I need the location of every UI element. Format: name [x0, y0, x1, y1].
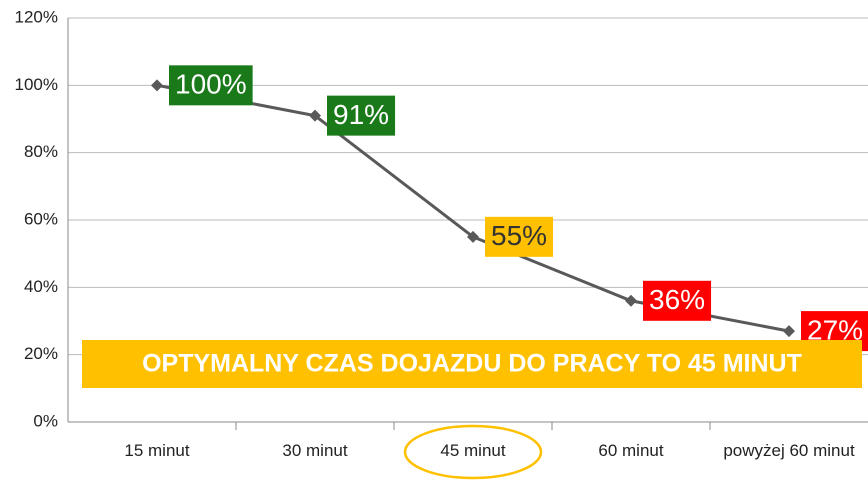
- data-label-text: 100%: [175, 69, 247, 100]
- data-label-box: [643, 280, 712, 321]
- y-tick-label: 40%: [24, 277, 58, 296]
- x-tick-label: 15 minut: [124, 441, 190, 460]
- data-label-text: 91%: [333, 99, 389, 130]
- data-label: 55%: [485, 216, 554, 257]
- data-label-box: [485, 216, 554, 257]
- data-label-text: 36%: [649, 284, 705, 315]
- x-tick-label: 60 minut: [598, 441, 664, 460]
- marker: [151, 79, 163, 92]
- annotation-box: [82, 340, 862, 388]
- data-label: 91%: [327, 95, 396, 136]
- marker: [467, 230, 479, 243]
- marker: [625, 294, 637, 307]
- data-label: 36%: [643, 280, 712, 321]
- y-tick-label: 60%: [24, 209, 58, 228]
- x-tick-label: 30 minut: [282, 441, 348, 460]
- y-tick-label: 20%: [24, 344, 58, 363]
- annotation: OPTYMALNY CZAS DOJAZDU DO PRACY TO 45 MI…: [142, 350, 802, 378]
- y-tick-label: 100%: [15, 75, 58, 94]
- highlight-ellipse: [403, 424, 543, 480]
- y-tick-label: 120%: [15, 7, 58, 26]
- marker: [309, 109, 321, 122]
- y-tick-label: 0%: [33, 411, 58, 430]
- x-tick-label: powyżej 60 minut: [723, 441, 855, 460]
- data-label-text: 55%: [491, 220, 547, 251]
- data-label-box: [169, 65, 253, 106]
- marker: [783, 325, 795, 338]
- data-label-box: [327, 95, 396, 136]
- x-tick-label: 45 minut: [440, 441, 506, 460]
- y-tick-label: 80%: [24, 142, 58, 161]
- data-label: 100%: [169, 65, 253, 106]
